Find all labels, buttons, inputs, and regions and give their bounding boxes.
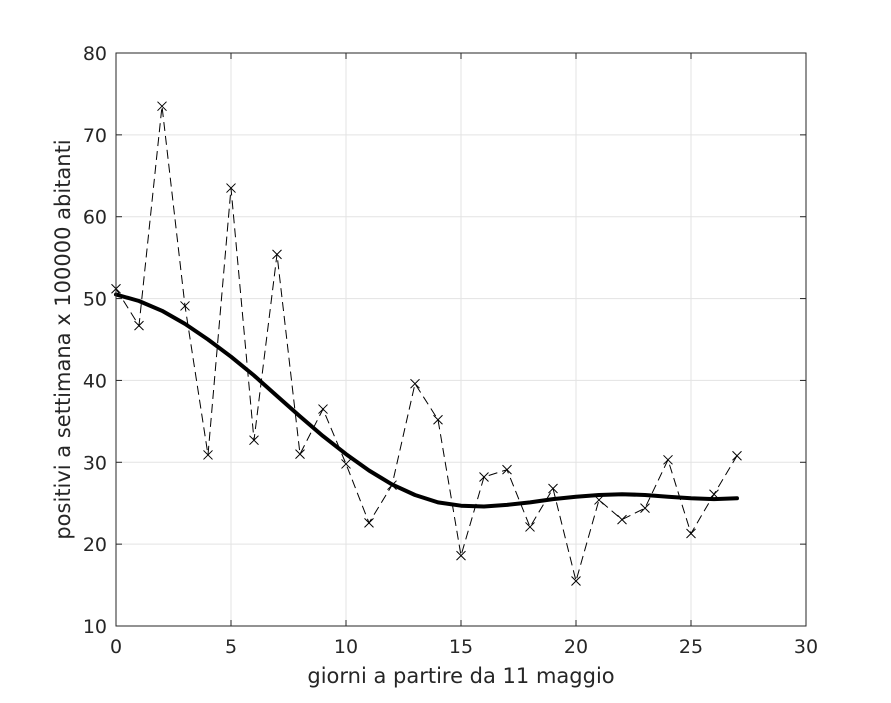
marker-stroke — [617, 514, 627, 525]
data-point-marker — [134, 320, 144, 331]
marker-stroke — [157, 101, 167, 112]
data-point-marker — [640, 503, 650, 513]
y-tick-label: 60 — [83, 207, 107, 229]
marker-stroke — [134, 320, 144, 331]
marker-stroke — [525, 522, 535, 532]
data-point-marker — [318, 404, 328, 414]
data-point-marker — [226, 183, 236, 193]
data-point-marker — [364, 518, 374, 528]
x-tick-label: 5 — [225, 636, 237, 658]
marker-stroke — [456, 550, 466, 561]
marker-stroke — [180, 301, 190, 311]
data-point-marker — [433, 414, 443, 425]
y-tick-label: 40 — [83, 370, 107, 392]
data-point-marker — [732, 450, 742, 461]
y-tick-label: 30 — [83, 452, 107, 474]
marker-stroke — [433, 414, 443, 425]
marker-stroke — [249, 435, 259, 446]
marker-stroke — [203, 450, 213, 460]
y-tick-label: 80 — [83, 43, 107, 65]
data-point-marker — [571, 576, 581, 586]
data-point-marker — [525, 522, 535, 532]
marker-stroke — [686, 528, 696, 539]
data-point-marker — [410, 378, 420, 389]
series-layer — [111, 101, 742, 586]
data-point-marker — [479, 472, 489, 482]
marker-stroke — [410, 378, 420, 389]
marker-stroke — [571, 576, 581, 586]
marker-stroke — [364, 518, 374, 528]
marker-stroke — [548, 483, 558, 494]
marker-stroke — [663, 454, 673, 465]
marker-stroke — [479, 472, 489, 482]
marker-stroke — [594, 495, 604, 505]
series-line-dashed — [115, 106, 738, 583]
data-point-marker — [502, 464, 512, 475]
x-tick-label: 20 — [564, 636, 588, 658]
marker-stroke — [640, 503, 650, 513]
data-point-marker — [272, 249, 282, 260]
y-tick-label: 70 — [83, 125, 107, 147]
x-tick-label: 25 — [679, 636, 703, 658]
marker-stroke — [502, 464, 512, 475]
data-point-marker — [203, 450, 213, 460]
x-axis-label: giorni a partire da 11 maggio — [307, 664, 614, 688]
grid — [115, 52, 807, 627]
marker-stroke — [732, 450, 742, 461]
tick-labels: 0 5 10 15 20 25 30 10 20 30 40 50 60 70 80 — [83, 43, 818, 658]
x-tick-label: 10 — [334, 636, 358, 658]
data-point-marker — [249, 435, 259, 446]
data-point-marker — [180, 301, 190, 311]
x-tick-label: 15 — [449, 636, 473, 658]
marker-stroke — [341, 459, 351, 469]
y-tick-label: 10 — [83, 616, 107, 638]
series-line-smooth — [114, 292, 739, 509]
marker-stroke — [295, 449, 305, 459]
data-point-marker — [295, 449, 305, 459]
marker-stroke — [318, 404, 328, 414]
data-point-marker — [548, 483, 558, 494]
x-tick-label: 30 — [794, 636, 818, 658]
data-point-marker — [456, 550, 466, 561]
data-point-marker — [617, 514, 627, 525]
data-point-marker — [686, 528, 696, 539]
data-point-marker — [663, 454, 673, 465]
y-axis-label: positivi a settimana x 100000 abitanti — [51, 139, 75, 539]
data-point-marker — [341, 459, 351, 469]
marker-stroke — [226, 183, 236, 193]
x-tick-label: 0 — [110, 636, 122, 658]
marker-stroke — [272, 249, 282, 260]
y-tick-label: 50 — [83, 289, 107, 311]
y-tick-label: 20 — [83, 534, 107, 556]
data-point-marker — [157, 101, 167, 112]
